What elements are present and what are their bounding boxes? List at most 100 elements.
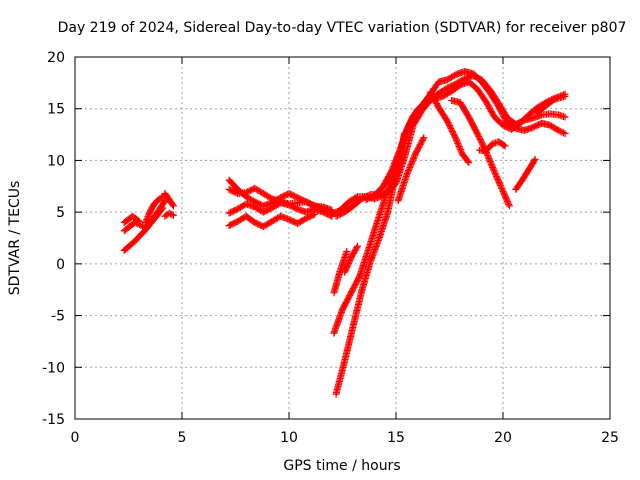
data-point <box>134 216 142 224</box>
data-point <box>409 156 417 164</box>
data-point <box>561 92 569 100</box>
data-point <box>408 159 416 167</box>
data-point <box>410 153 418 161</box>
data-point <box>406 122 414 130</box>
data-point <box>489 163 497 171</box>
data-point <box>453 136 461 144</box>
x-tick-label: 20 <box>494 430 512 446</box>
data-point <box>505 202 513 210</box>
data-point <box>142 218 150 226</box>
data-point <box>169 202 177 210</box>
x-tick-label: 5 <box>178 430 187 446</box>
data-point <box>169 201 177 209</box>
data-point <box>137 221 145 229</box>
data-series <box>448 96 513 210</box>
data-point <box>420 134 428 142</box>
data-point <box>401 130 409 138</box>
data-point <box>143 214 151 222</box>
data-point <box>409 155 417 163</box>
data-point <box>531 155 539 163</box>
data-point <box>500 141 508 149</box>
data-point <box>464 157 472 165</box>
data-point <box>452 135 460 143</box>
data-point <box>495 178 503 186</box>
data-point <box>498 184 506 192</box>
data-series <box>330 247 351 297</box>
data-point <box>168 211 176 219</box>
data-series <box>512 155 539 193</box>
data-series <box>341 242 361 276</box>
data-point <box>491 169 499 177</box>
data-point <box>454 141 462 149</box>
data-point <box>142 217 150 225</box>
data-point <box>484 152 492 160</box>
data-point <box>465 158 473 166</box>
data-point <box>453 138 461 146</box>
data-point <box>406 164 414 172</box>
data-point <box>489 165 497 173</box>
data-point <box>530 157 538 165</box>
data-series <box>332 130 409 398</box>
data-point <box>404 125 412 133</box>
x-axis-title: GPS time / hours <box>283 458 400 474</box>
data-point <box>157 194 165 202</box>
plot-frame <box>74 56 611 420</box>
data-point <box>501 142 509 150</box>
data-point <box>405 124 413 132</box>
data-point <box>505 200 513 208</box>
data-series <box>475 138 509 155</box>
data-point <box>456 144 464 152</box>
x-tick-label: 0 <box>71 430 80 446</box>
data-point <box>403 171 411 179</box>
data-point <box>309 211 317 219</box>
data-point <box>454 139 462 147</box>
data-points <box>120 67 569 398</box>
data-point <box>490 168 498 176</box>
y-tick-labels: -15 -10 -5 0 5 10 15 20 <box>42 50 65 428</box>
data-point <box>311 210 319 218</box>
data-point <box>352 193 360 201</box>
data-point <box>488 162 496 170</box>
data-point <box>451 133 459 141</box>
data-point <box>406 162 414 170</box>
data-point <box>457 147 465 155</box>
data-point <box>487 160 495 168</box>
data-point <box>403 169 411 177</box>
data-point <box>408 158 416 166</box>
data-point <box>135 217 143 225</box>
data-point <box>494 177 502 185</box>
data-point <box>455 142 463 150</box>
x-tick-label: 15 <box>387 430 405 446</box>
data-point <box>484 153 492 161</box>
data-point <box>353 244 361 252</box>
y-tick-label: -15 <box>42 412 65 428</box>
data-series <box>394 134 428 205</box>
data-point <box>419 135 427 143</box>
data-point <box>404 168 412 176</box>
y-tick-label: -5 <box>51 309 65 325</box>
data-point <box>416 105 424 113</box>
data-point <box>169 211 177 219</box>
data-point <box>561 130 569 138</box>
x-tick-labels: 0 5 10 15 20 25 <box>71 430 619 446</box>
data-point <box>160 198 168 206</box>
y-tick-label: 15 <box>47 102 65 118</box>
data-point <box>555 126 563 134</box>
data-point <box>353 242 361 250</box>
data-point <box>561 113 569 121</box>
y-tick-label: 5 <box>56 205 65 221</box>
data-series <box>225 210 319 231</box>
data-series <box>161 209 177 220</box>
data-point <box>553 126 561 134</box>
data-point <box>405 166 413 174</box>
data-point <box>498 186 506 194</box>
data-point <box>405 165 413 173</box>
data-point <box>486 157 494 165</box>
data-series <box>533 92 569 117</box>
data-point <box>145 211 153 219</box>
data-point <box>559 129 567 137</box>
data-point <box>487 159 495 167</box>
x-tick-label: 25 <box>601 430 619 446</box>
data-point <box>485 155 493 163</box>
